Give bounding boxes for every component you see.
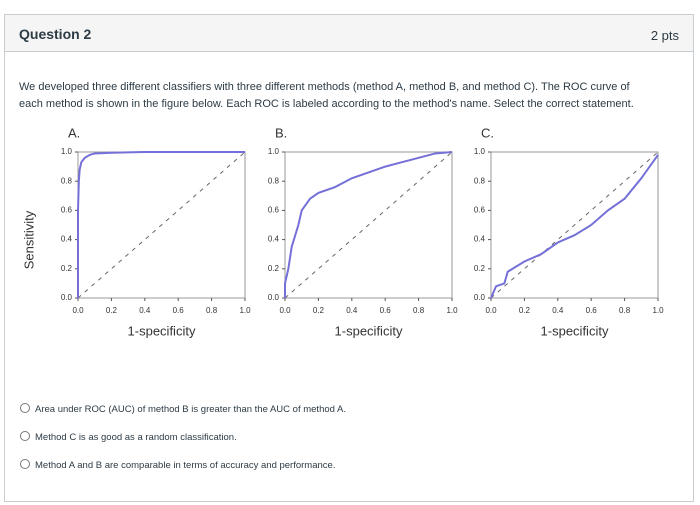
x-tick-label: 0.8: [619, 306, 631, 315]
option-text: Method C is as good as a random classifi…: [35, 432, 237, 443]
y-tick-label: 0.6: [61, 206, 73, 215]
answer-option[interactable]: Method C is as good as a random classifi…: [20, 431, 237, 443]
answer-option[interactable]: Area under ROC (AUC) of method B is grea…: [20, 403, 346, 415]
x-axis-label: 1-specificity: [541, 323, 609, 338]
x-tick-label: 0.6: [380, 306, 392, 315]
x-tick-label: 0.8: [206, 306, 218, 315]
question-header: Question 2 2 pts: [5, 15, 693, 52]
y-tick-label: 0.4: [474, 235, 486, 244]
roc-curve: [490, 154, 659, 299]
y-tick-label: 0.4: [268, 235, 280, 244]
x-tick-label: 0.2: [106, 306, 118, 315]
x-tick-label: 1.0: [446, 306, 458, 315]
chart-title: A.: [68, 125, 80, 140]
y-tick-label: 0.0: [474, 293, 486, 302]
reference-diagonal: [284, 151, 453, 299]
x-tick-label: 0.4: [552, 306, 564, 315]
x-tick-label: 0.6: [586, 306, 598, 315]
y-tick-label: 0.6: [474, 206, 486, 215]
question-title: Question 2: [19, 26, 92, 42]
y-tick-label: 1.0: [474, 147, 486, 156]
y-tick-label: 0.0: [268, 293, 280, 302]
question-line: We developed three different classifiers…: [19, 81, 630, 93]
x-tick-label: 0.6: [173, 306, 185, 315]
x-tick-label: 0.4: [346, 306, 358, 315]
x-tick-label: 0.4: [139, 306, 151, 315]
radio-button[interactable]: [20, 459, 30, 469]
roc-curve: [284, 151, 453, 298]
y-tick-label: 1.0: [61, 147, 73, 156]
x-tick-label: 0.2: [313, 306, 325, 315]
x-axis-label: 1-specificity: [335, 323, 403, 338]
y-tick-label: 0.8: [474, 176, 486, 185]
x-axis-label: 1-specificity: [128, 323, 196, 338]
x-tick-label: 1.0: [652, 306, 664, 315]
y-tick-label: 0.2: [61, 264, 73, 273]
radio-button[interactable]: [20, 431, 30, 441]
x-tick-label: 0.0: [72, 306, 84, 315]
y-tick-label: 0.8: [268, 176, 280, 185]
option-text: Area under ROC (AUC) of method B is grea…: [35, 404, 347, 415]
roc-curve: [77, 151, 245, 298]
answer-option[interactable]: Method A and B are comparable in terms o…: [20, 459, 335, 471]
radio-button[interactable]: [20, 403, 30, 413]
y-tick-label: 0.4: [61, 235, 73, 244]
question-text: We developed three different classifiers…: [19, 79, 634, 113]
reference-diagonal: [490, 151, 659, 299]
y-tick-label: 0.0: [61, 293, 73, 302]
reference-diagonal: [77, 151, 246, 299]
y-axis-label: Sensitivity: [21, 210, 36, 269]
x-tick-label: 0.0: [485, 306, 497, 315]
x-tick-label: 0.8: [413, 306, 425, 315]
x-tick-label: 0.0: [279, 306, 291, 315]
x-tick-label: 0.2: [519, 306, 531, 315]
question-line: each method is shown in the figure below…: [19, 98, 634, 110]
y-tick-label: 0.6: [268, 206, 280, 215]
chart-title: B.: [275, 125, 287, 140]
option-text: Method A and B are comparable in terms o…: [35, 460, 336, 471]
y-tick-label: 0.2: [474, 264, 486, 273]
chart-title: C.: [481, 125, 494, 140]
x-tick-label: 1.0: [239, 306, 251, 315]
y-tick-label: 0.2: [268, 264, 280, 273]
question-points: 2 pts: [650, 28, 679, 43]
y-tick-label: 0.8: [61, 176, 73, 185]
question-card: Question 2 2 pts We developed three diff…: [4, 14, 694, 502]
y-tick-label: 1.0: [268, 147, 280, 156]
